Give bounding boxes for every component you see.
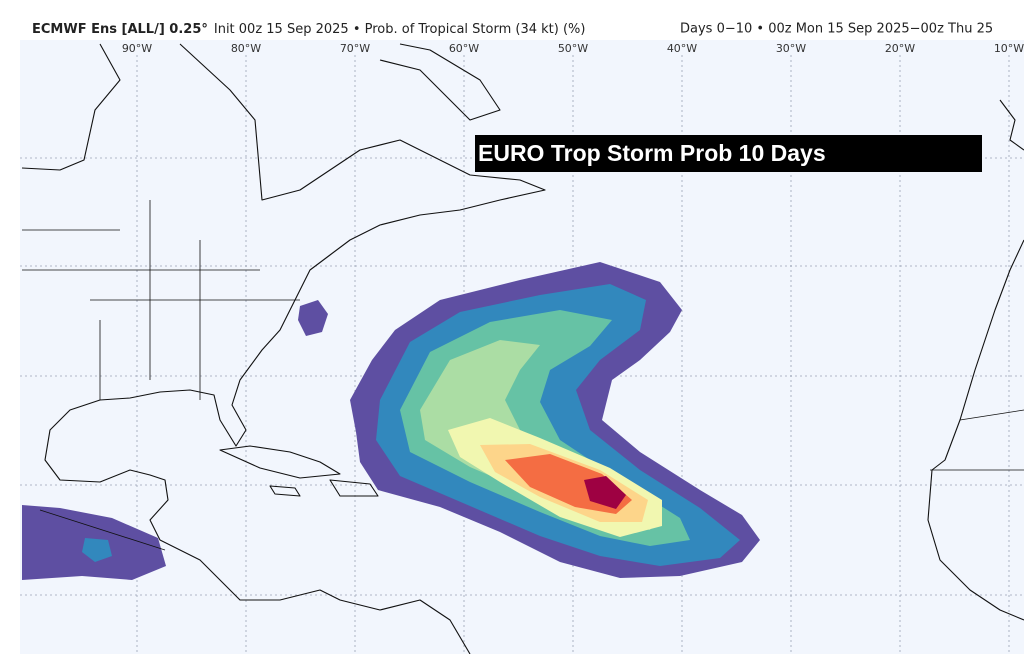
run-description: Init 00z 15 Sep 2025 • Prob. of Tropical…	[214, 22, 586, 37]
coastline	[927, 239, 1024, 621]
coastline	[44, 43, 546, 654]
longitude-label: 40°W	[667, 42, 697, 55]
overlay-box	[475, 135, 982, 172]
longitude-label: 90°W	[122, 42, 152, 55]
longitude-label: 20°W	[885, 42, 915, 55]
model-name: ECMWF Ens [ALL/] 0.25°	[32, 22, 208, 37]
border	[22, 200, 1024, 551]
prob-band-8	[584, 476, 626, 509]
longitude-label: 80°W	[231, 42, 261, 55]
longitude-label: 70°W	[340, 42, 370, 55]
coastline	[269, 485, 301, 497]
probability-shading	[22, 262, 760, 580]
longitude-label: 50°W	[558, 42, 588, 55]
coastline	[379, 43, 501, 121]
header-title: ECMWF Ens [ALL/] 0.25° Init 00z 15 Sep 20…	[32, 22, 585, 37]
prob-band-2	[82, 538, 112, 562]
coastline	[999, 99, 1024, 151]
longitude-label: 30°W	[776, 42, 806, 55]
longitude-label: 60°W	[449, 42, 479, 55]
prob-band-1	[298, 300, 328, 336]
header-bar	[0, 0, 1024, 40]
overlay-title: EURO Trop Storm Prob 10 Days	[478, 140, 826, 166]
longitude-label: 10°W	[994, 42, 1024, 55]
coastline	[219, 445, 341, 479]
coastlines	[21, 43, 1024, 654]
coastline	[329, 479, 379, 497]
valid-period: Days 0−10 • 00z Mon 15 Sep 2025−00z Thu …	[680, 22, 993, 37]
longitude-labels: 90°W 80°W 70°W 60°W 50°W 40°W 30°W 20°W 10°W	[122, 42, 1024, 55]
coastline	[21, 43, 121, 171]
